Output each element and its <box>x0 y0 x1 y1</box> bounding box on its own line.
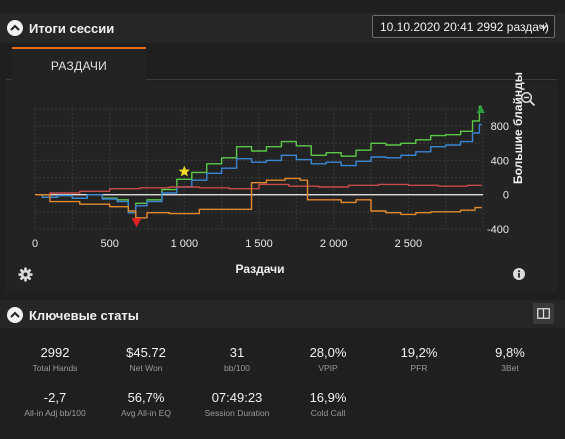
y-tick-label: 400 <box>491 155 509 167</box>
stat-3bet: 9,8% 3Bet <box>462 345 558 373</box>
graph-panel: 800 400 0 -400 0 500 1 000 1 500 2 000 2 500 <box>6 81 557 292</box>
x-tick-label: 1 500 <box>245 238 273 250</box>
stat-label: PFR <box>410 363 428 373</box>
settings-icon[interactable] <box>18 267 33 282</box>
tab-hands-label: РАЗДАЧИ <box>50 59 108 73</box>
series-line <box>35 177 482 219</box>
x-tick-label: 2 000 <box>320 238 348 250</box>
key-stats-grid: 2992 Total Hands $45.72 Net Won 31 bb/10… <box>0 337 565 437</box>
stat-session-duration: 07:49:23 Session Duration <box>189 390 285 418</box>
stat-value: 19,2% <box>400 345 438 360</box>
triangle-down-marker <box>131 218 142 228</box>
stat-label: Avg All-in EQ <box>121 408 171 418</box>
stat-label: All-in Adj bb/100 <box>24 408 86 418</box>
stats-panel-header: Ключевые статы <box>0 300 565 328</box>
stat-value: 56,7% <box>127 390 165 405</box>
collapse-session-icon[interactable] <box>7 20 23 36</box>
stat-value: 16,9% <box>309 390 347 405</box>
stat-label: bb/100 <box>224 363 250 373</box>
stat-value: 07:49:23 <box>211 390 263 405</box>
zoom-icon[interactable] <box>520 91 536 107</box>
stat-label: Total Hands <box>32 363 78 373</box>
stats-panel-title: Ключевые статы <box>29 308 139 323</box>
stat-total-hands: 2992 Total Hands <box>7 345 103 373</box>
stat-value: -2,7 <box>43 390 67 405</box>
series-line <box>35 183 482 196</box>
series-line <box>35 123 482 214</box>
stat-label: Cold Call <box>310 408 346 418</box>
tab-strip: РАЗДАЧИ <box>6 46 557 81</box>
x-tick-label: 2 500 <box>395 238 423 250</box>
stat-label: Session Duration <box>204 408 270 418</box>
collapse-stats-icon[interactable] <box>7 307 23 323</box>
x-axis-title: Раздачи <box>235 262 285 276</box>
y-tick-label: 0 <box>503 190 509 202</box>
stat-pfr: 19,2% PFR <box>371 345 467 373</box>
stat-avg-allin-eq: 56,7% Avg All-in EQ <box>98 390 194 418</box>
y-tick-label: 800 <box>491 121 509 133</box>
stat-label: VPIP <box>318 363 338 373</box>
stat-value: 31 <box>229 345 245 360</box>
stat-label: Net Won <box>129 363 163 373</box>
chart-markers <box>131 105 485 228</box>
session-select[interactable]: 10.10.2020 20:41 2992 раздач) <box>372 15 555 38</box>
chart-grid <box>34 108 484 230</box>
session-select-value: 10.10.2020 20:41 2992 раздач) <box>380 20 549 34</box>
triangle-up-marker <box>476 105 485 113</box>
winnings-chart: 800 400 0 -400 0 500 1 000 1 500 2 000 2 500 <box>32 105 509 250</box>
stat-bb100: 31 bb/100 <box>189 345 285 373</box>
stat-label: 3Bet <box>501 363 519 373</box>
stat-cold-call: 16,9% Cold Call <box>280 390 376 418</box>
tab-hands[interactable]: РАЗДАЧИ <box>12 47 146 81</box>
chart-series <box>35 105 482 219</box>
stat-value: $45.72 <box>126 345 166 360</box>
y-tick-label: -400 <box>487 224 509 236</box>
stat-vpip: 28,0% VPIP <box>280 345 376 373</box>
stat-value: 28,0% <box>309 345 347 360</box>
series-line <box>35 105 482 214</box>
star-marker <box>178 165 190 177</box>
session-panel-title: Итоги сессии <box>29 21 115 36</box>
x-tick-label: 1 000 <box>171 238 199 250</box>
layout-icon[interactable] <box>533 303 554 324</box>
stat-net-won: $45.72 Net Won <box>98 345 194 373</box>
y-axis-title: Большие блайнды <box>511 72 525 184</box>
info-icon[interactable] <box>513 268 525 280</box>
stat-value: 2992 <box>40 345 70 360</box>
y-axis-ticks: 800 400 0 -400 <box>487 121 509 236</box>
x-tick-label: 500 <box>100 238 118 250</box>
chevron-down-icon <box>540 24 548 30</box>
stat-allin-adj-bb100: -2,7 All-in Adj bb/100 <box>7 390 103 418</box>
x-tick-label: 0 <box>32 238 38 250</box>
x-axis-ticks: 0 500 1 000 1 500 2 000 2 500 <box>32 238 422 250</box>
stat-value: 9,8% <box>495 345 525 360</box>
